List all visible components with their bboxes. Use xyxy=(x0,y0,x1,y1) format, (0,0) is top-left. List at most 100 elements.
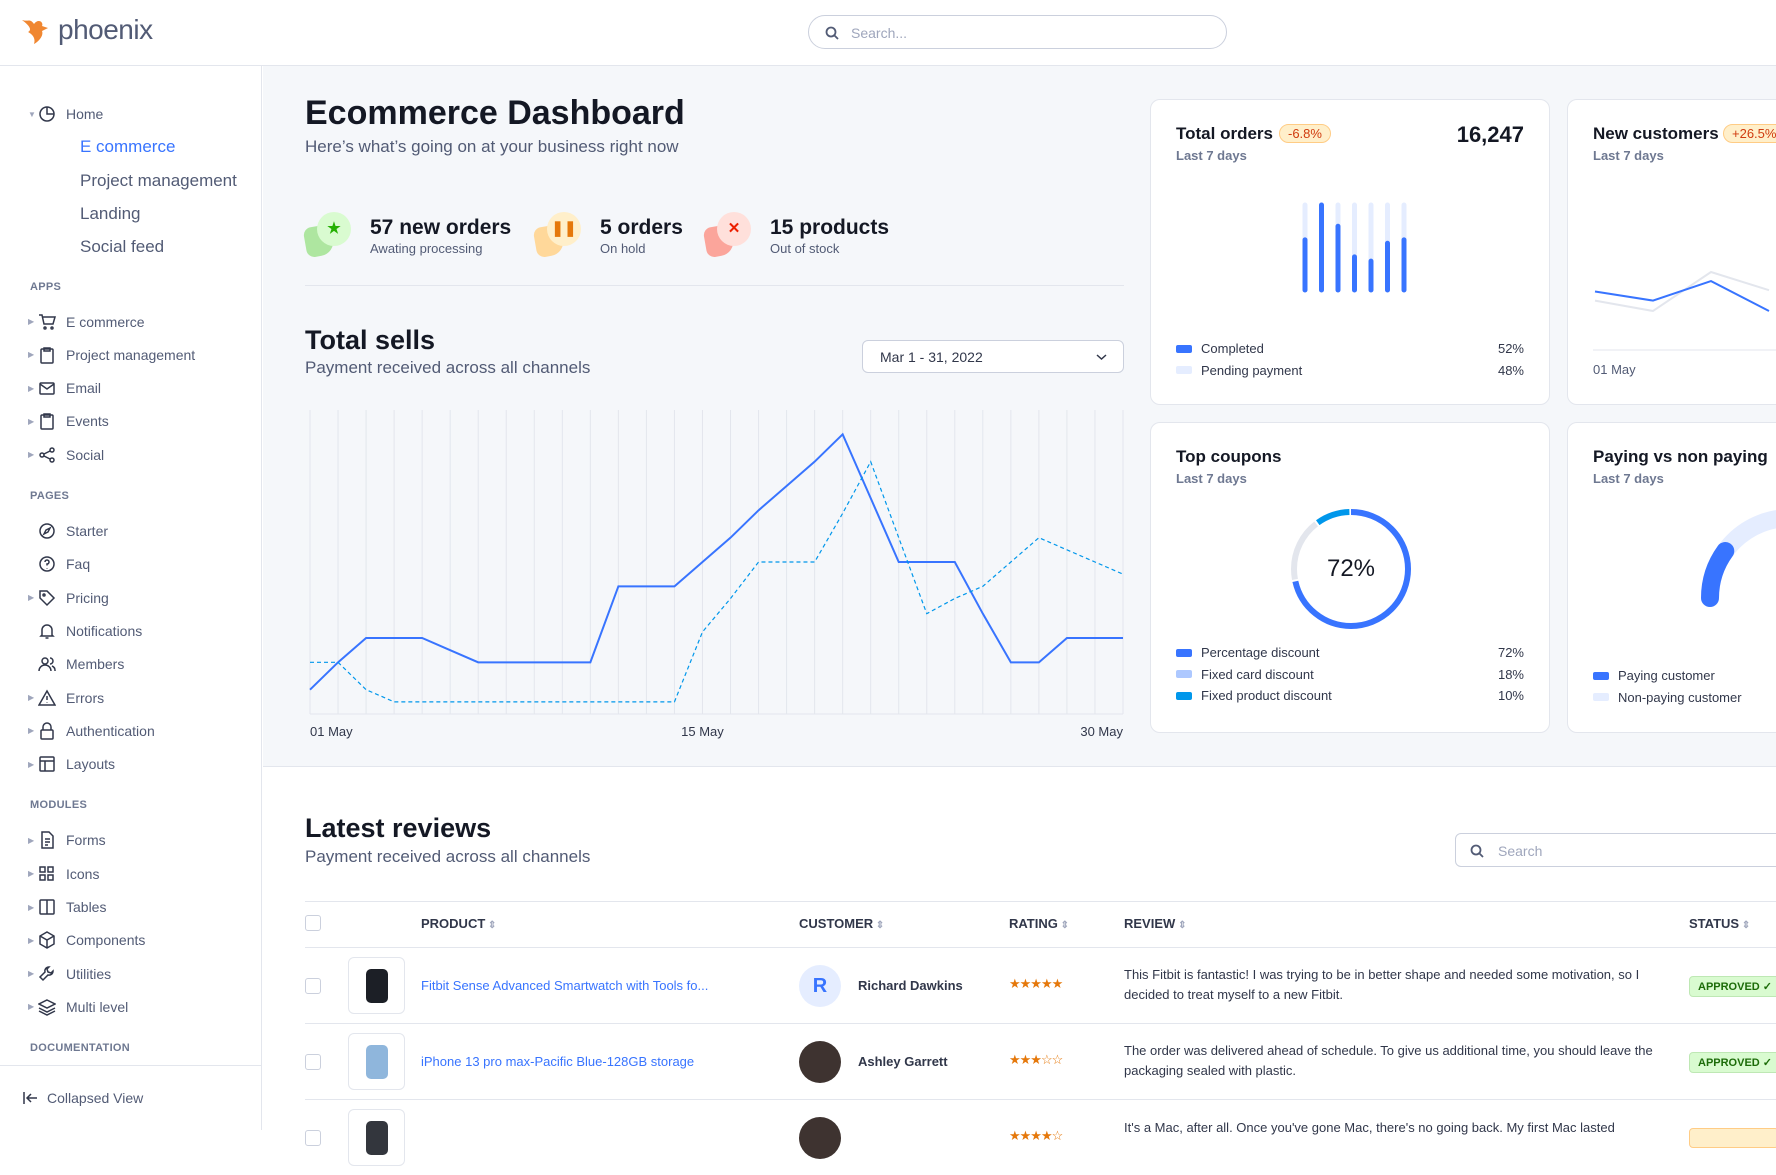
series-solid-line xyxy=(309,432,1123,691)
sidebar-item-pricing[interactable]: ▶ Pricing xyxy=(0,583,260,613)
sidebar-item-label: Project management xyxy=(80,170,237,190)
caret-right-icon: ▶ xyxy=(28,935,35,945)
sidebar-item-notifications[interactable]: Notifications xyxy=(0,616,260,646)
customer-name[interactable]: Ashley Garrett xyxy=(858,1054,948,1069)
collapse-sidebar-button[interactable]: Collapsed View xyxy=(0,1065,262,1130)
sidebar-item-e-commerce[interactable]: ▶ E commerce xyxy=(0,307,260,337)
sidebar-item-landing[interactable]: Landing xyxy=(0,199,260,229)
caret-right-icon: ▶ xyxy=(28,902,35,912)
stat-0: ★ 57 new orders Awating processing xyxy=(302,212,511,262)
sidebar-item-starter[interactable]: Starter xyxy=(0,516,260,546)
row-checkbox[interactable] xyxy=(305,1054,321,1070)
column-header-review[interactable]: REVIEW ⇕ xyxy=(1124,916,1186,931)
users-icon xyxy=(38,657,56,672)
sidebar-item-tables[interactable]: ▶ Tables xyxy=(0,892,260,922)
sidebar-item-label: Authentication xyxy=(66,722,155,739)
legend-swatch xyxy=(1176,670,1192,678)
sidebar-item-label: Icons xyxy=(66,865,100,882)
sidebar-section-modules: MODULES xyxy=(30,799,88,812)
row-checkbox[interactable] xyxy=(305,978,321,994)
top-coupons-card: Top coupons Last 7 days 72% Percentage d… xyxy=(1150,422,1550,733)
product-thumbnail[interactable] xyxy=(348,1109,405,1166)
share-icon xyxy=(39,446,55,463)
sidebar-section-apps: APPS xyxy=(30,280,62,293)
sidebar-item-members[interactable]: Members xyxy=(0,649,260,679)
column-label: PRODUCT xyxy=(421,916,486,931)
sidebar-item-label: Social feed xyxy=(80,237,165,257)
help-circle-icon xyxy=(39,556,55,573)
customer-avatar[interactable] xyxy=(799,1041,841,1083)
caret-right-icon: ▶ xyxy=(28,693,35,702)
product-thumbnail[interactable] xyxy=(348,957,405,1014)
sidebar-item-social-feed[interactable]: Social feed xyxy=(0,232,260,262)
sidebar-item-email[interactable]: ▶ Email xyxy=(0,373,260,403)
search-icon xyxy=(825,26,839,40)
legend-label: Fixed product discount xyxy=(1201,688,1332,703)
card-title: Paying vs non paying xyxy=(1593,447,1768,466)
total-orders-card: Total orders -6.8% 16,247 Last 7 days Co… xyxy=(1150,99,1550,405)
customer-avatar[interactable]: R xyxy=(799,965,841,1007)
column-header-rating[interactable]: RATING ⇕ xyxy=(1009,916,1069,931)
page-subtitle: Here’s what’s going on at your business … xyxy=(305,137,679,156)
sidebar-item-label: Social xyxy=(66,446,105,463)
clipboard-icon xyxy=(40,413,54,431)
sidebar-item-home[interactable]: ▼ Home xyxy=(0,99,260,129)
sidebar-item-errors[interactable]: ▶ Errors xyxy=(0,683,260,713)
review-text: This Fitbit is fantastic! I was trying t… xyxy=(1124,967,1640,1002)
date-range-select[interactable]: Mar 1 - 31, 2022 xyxy=(862,340,1124,373)
sidebar-item-events[interactable]: ▶ Events xyxy=(0,406,260,436)
select-all-checkbox[interactable] xyxy=(305,915,321,931)
sidebar-item-label: E commerce xyxy=(66,313,145,330)
stat-2: ✕ 15 products Out of stock xyxy=(702,212,905,262)
sidebar-item-label: Multi level xyxy=(66,998,129,1015)
sidebar-item-label: Starter xyxy=(66,523,109,539)
global-search-input[interactable]: Search... xyxy=(808,15,1227,49)
sidebar-item-label: Layouts xyxy=(66,756,116,773)
sidebar-item-project-management[interactable]: Project management xyxy=(0,166,260,196)
column-header-status[interactable]: STATUS ⇕ xyxy=(1689,916,1750,931)
brand-name[interactable]: phoenix xyxy=(58,14,153,45)
pie-chart-icon xyxy=(39,106,55,122)
caret-right-icon: ▶ xyxy=(28,835,35,845)
sidebar-item-forms[interactable]: ▶ Forms xyxy=(0,825,260,855)
sidebar-item-e-commerce[interactable]: E commerce xyxy=(0,132,260,162)
sidebar-item-label: E commerce xyxy=(80,137,176,157)
caret-right-icon: ▶ xyxy=(28,759,35,769)
mail-icon xyxy=(39,382,55,395)
sidebar-item-components[interactable]: ▶ Components xyxy=(0,925,260,955)
table-row: iPhone 13 pro max-Pacific Blue-128GB sto… xyxy=(305,1023,1776,1099)
sidebar-item-faq[interactable]: Faq xyxy=(0,549,260,579)
row-checkbox[interactable] xyxy=(305,1130,321,1146)
product-link[interactable]: iPhone 13 pro max-Pacific Blue-128GB sto… xyxy=(421,1054,695,1069)
legend-value: 18% xyxy=(1497,666,1524,682)
legend-item: Fixed product discount 10% xyxy=(1176,688,1524,703)
column-header-customer[interactable]: CUSTOMER ⇕ xyxy=(799,916,884,931)
search-placeholder: Search xyxy=(1498,843,1543,859)
stat-1: ❚❚ 5 orders On hold xyxy=(532,212,735,262)
sidebar-item-utilities[interactable]: ▶ Utilities xyxy=(0,959,260,989)
x-axis-label: 01 May xyxy=(1593,362,1636,377)
legend-swatch xyxy=(1176,691,1192,700)
customer-name[interactable]: Richard Dawkins xyxy=(858,978,963,993)
sort-icon: ⇕ xyxy=(1175,920,1187,931)
phoenix-logo-icon[interactable] xyxy=(20,16,52,46)
sidebar-item-layouts[interactable]: ▶ Layouts xyxy=(0,749,260,779)
status-badge: APPROVED ✓ xyxy=(1689,1052,1776,1073)
sidebar-item-social[interactable]: ▶ Social xyxy=(0,440,260,470)
product-link[interactable]: Fitbit Sense Advanced Smartwatch with To… xyxy=(421,978,709,993)
sidebar-item-multi-level[interactable]: ▶ Multi level xyxy=(0,992,260,1022)
sidebar-item-icons[interactable]: ▶ Icons xyxy=(0,859,260,889)
sidebar-item-label: Pricing xyxy=(66,589,109,606)
column-label: STATUS xyxy=(1689,916,1740,931)
customer-avatar[interactable] xyxy=(799,1117,841,1159)
column-header-product[interactable]: PRODUCT ⇕ xyxy=(421,916,496,931)
product-thumbnail[interactable] xyxy=(348,1033,405,1090)
sidebar-item-authentication[interactable]: ▶ Authentication xyxy=(0,716,260,746)
orders-bar-chart xyxy=(1302,202,1407,293)
new-customers-card: New customers +26.5% Last 7 days 01 May xyxy=(1567,99,1776,405)
stat-value: 15 products xyxy=(770,216,890,239)
total-orders-value: 16,247 xyxy=(1456,122,1524,147)
sidebar-item-project-management[interactable]: ▶ Project management xyxy=(0,340,260,370)
reviews-search-input[interactable]: Search xyxy=(1455,833,1776,867)
caret-right-icon: ▶ xyxy=(28,869,35,879)
